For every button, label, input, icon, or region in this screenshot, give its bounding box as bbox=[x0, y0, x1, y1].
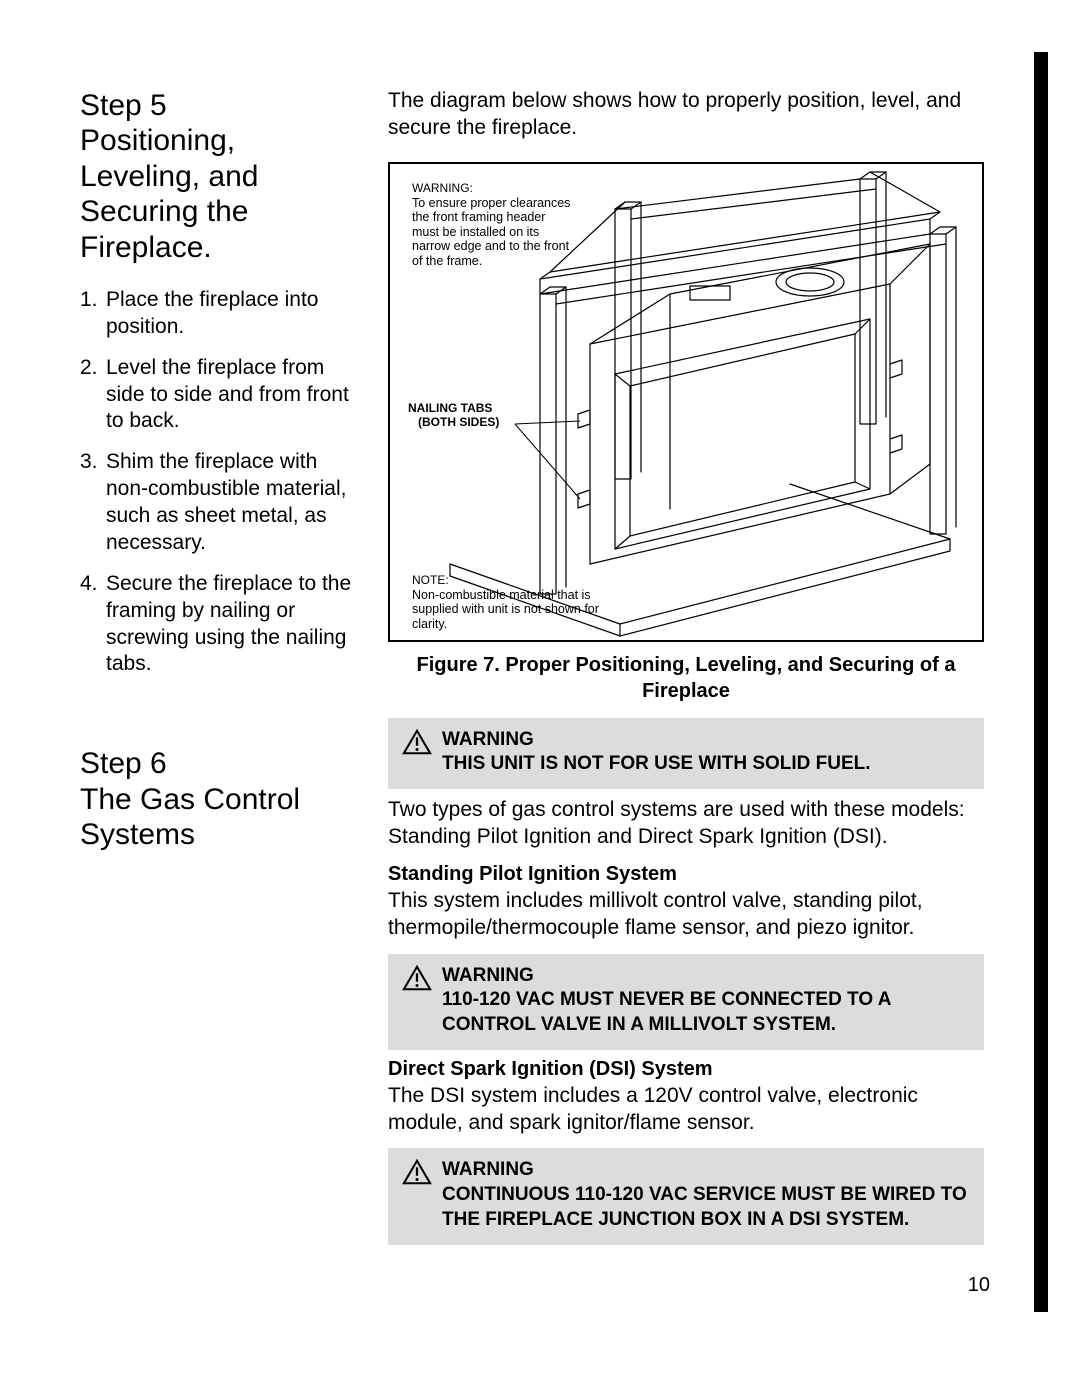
dsi-body: The DSI system includes a 120V control v… bbox=[388, 1083, 984, 1137]
warning-text: WARNING THIS UNIT IS NOT FOR USE WITH SO… bbox=[442, 728, 871, 777]
diagram-note-label: NOTE: bbox=[412, 573, 449, 587]
step6-heading: Step 6 The Gas Control Systems bbox=[80, 746, 360, 852]
warning-text: WARNING CONTINUOUS 110-120 VAC SERVICE M… bbox=[442, 1158, 970, 1232]
list-item: 3. Shim the fireplace with non-combustib… bbox=[80, 449, 360, 557]
diagram-warning-label: WARNING: bbox=[412, 181, 473, 195]
page-number: 10 bbox=[968, 1274, 990, 1297]
left-column: Step 5 Positioning, Leveling, and Securi… bbox=[80, 88, 360, 1253]
list-number: 2. bbox=[80, 355, 106, 436]
warning-body: CONTINUOUS 110-120 VAC SERVICE MUST BE W… bbox=[442, 1183, 970, 1232]
step5-list: 1. Place the fireplace into position. 2.… bbox=[80, 287, 360, 678]
list-number: 4. bbox=[80, 571, 106, 679]
gas-systems-intro: Two types of gas control systems are use… bbox=[388, 797, 984, 851]
document-page: Step 5 Positioning, Leveling, and Securi… bbox=[0, 0, 1080, 1397]
warning-icon bbox=[402, 728, 432, 756]
warning-icon bbox=[402, 1158, 432, 1186]
list-text: Level the fireplace from side to side an… bbox=[106, 355, 360, 436]
warning-title: WARNING bbox=[442, 728, 871, 753]
diagram-note-text: Non-combustible material that is supplie… bbox=[412, 588, 612, 631]
page-right-bar bbox=[1034, 52, 1048, 1312]
list-text: Secure the fireplace to the framing by n… bbox=[106, 571, 360, 679]
two-column-layout: Step 5 Positioning, Leveling, and Securi… bbox=[80, 88, 1020, 1253]
dsi-heading: Direct Spark Ignition (DSI) System bbox=[388, 1058, 984, 1081]
nailing-tabs-label-1: NAILING TABS bbox=[408, 401, 492, 415]
warning-body: 110-120 VAC MUST NEVER BE CONNECTED TO A… bbox=[442, 988, 970, 1037]
list-item: 2. Level the fireplace from side to side… bbox=[80, 355, 360, 436]
step5-heading: Step 5 Positioning, Leveling, and Securi… bbox=[80, 88, 360, 265]
diagram-warning-text: To ensure proper clearances the front fr… bbox=[412, 196, 572, 268]
warning-text: WARNING 110-120 VAC MUST NEVER BE CONNEC… bbox=[442, 964, 970, 1038]
warning-box-1: WARNING THIS UNIT IS NOT FOR USE WITH SO… bbox=[388, 718, 984, 789]
fireplace-diagram: WARNING: To ensure proper clearances the… bbox=[390, 164, 982, 640]
warning-title: WARNING bbox=[442, 964, 970, 989]
warning-icon bbox=[402, 964, 432, 992]
list-item: 4. Secure the fireplace to the framing b… bbox=[80, 571, 360, 679]
list-number: 3. bbox=[80, 449, 106, 557]
warning-body: THIS UNIT IS NOT FOR USE WITH SOLID FUEL… bbox=[442, 752, 871, 777]
list-item: 1. Place the fireplace into position. bbox=[80, 287, 360, 341]
spi-body: This system includes millivolt control v… bbox=[388, 888, 984, 942]
nailing-tabs-label-2: (BOTH SIDES) bbox=[418, 415, 499, 429]
figure-7-box: WARNING: To ensure proper clearances the… bbox=[388, 162, 984, 642]
figure-caption: Figure 7. Proper Positioning, Leveling, … bbox=[408, 652, 964, 704]
warning-box-3: WARNING CONTINUOUS 110-120 VAC SERVICE M… bbox=[388, 1148, 984, 1244]
list-number: 1. bbox=[80, 287, 106, 341]
warning-box-2: WARNING 110-120 VAC MUST NEVER BE CONNEC… bbox=[388, 954, 984, 1050]
spi-heading: Standing Pilot Ignition System bbox=[388, 863, 984, 886]
warning-title: WARNING bbox=[442, 1158, 970, 1183]
list-text: Shim the fireplace with non-combustible … bbox=[106, 449, 360, 557]
intro-paragraph: The diagram below shows how to properly … bbox=[388, 88, 984, 142]
list-text: Place the fireplace into position. bbox=[106, 287, 360, 341]
right-column: The diagram below shows how to properly … bbox=[388, 88, 984, 1253]
